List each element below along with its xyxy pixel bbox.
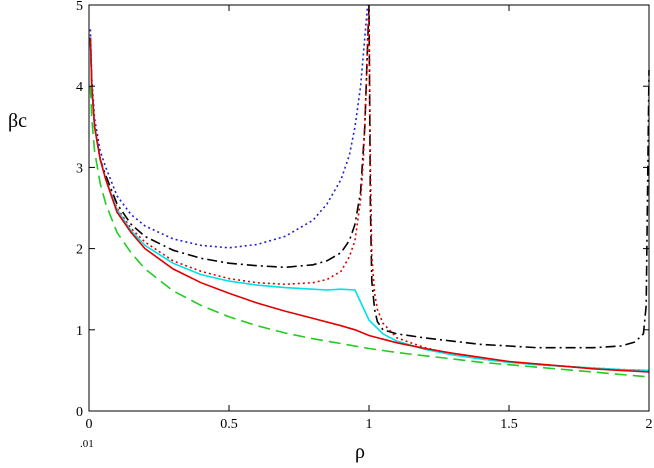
- y-tick-label: 4: [76, 80, 83, 95]
- x-axis-title: ρ: [355, 441, 365, 463]
- ticks-layer: 0 0.5 1 1.5 2 0 1 2 3 4 5: [76, 0, 653, 432]
- y-tick-label: 2: [76, 243, 83, 258]
- series-line-1: [89, 4, 369, 249]
- series-line-2: [89, 4, 650, 349]
- y-tick-label: 5: [76, 0, 83, 14]
- y-tick-label: 0: [76, 405, 83, 420]
- x-tick-label: 2: [646, 417, 653, 432]
- y-axis-title: βc: [8, 110, 27, 132]
- y-tick-label: 1: [76, 324, 83, 339]
- x-tick-label: 1: [366, 417, 373, 432]
- x-tick-label: 1.5: [500, 417, 518, 432]
- series-line-3: [89, 4, 650, 372]
- x-tick-label: 0: [86, 417, 93, 432]
- y-tick-label: 3: [76, 161, 83, 176]
- series-line-6: [89, 86, 650, 378]
- x-tick-label: 0.5: [220, 417, 238, 432]
- x-range-start-label: .01: [80, 438, 94, 450]
- curves-layer: [89, 4, 650, 378]
- series-line-5: [89, 37, 650, 373]
